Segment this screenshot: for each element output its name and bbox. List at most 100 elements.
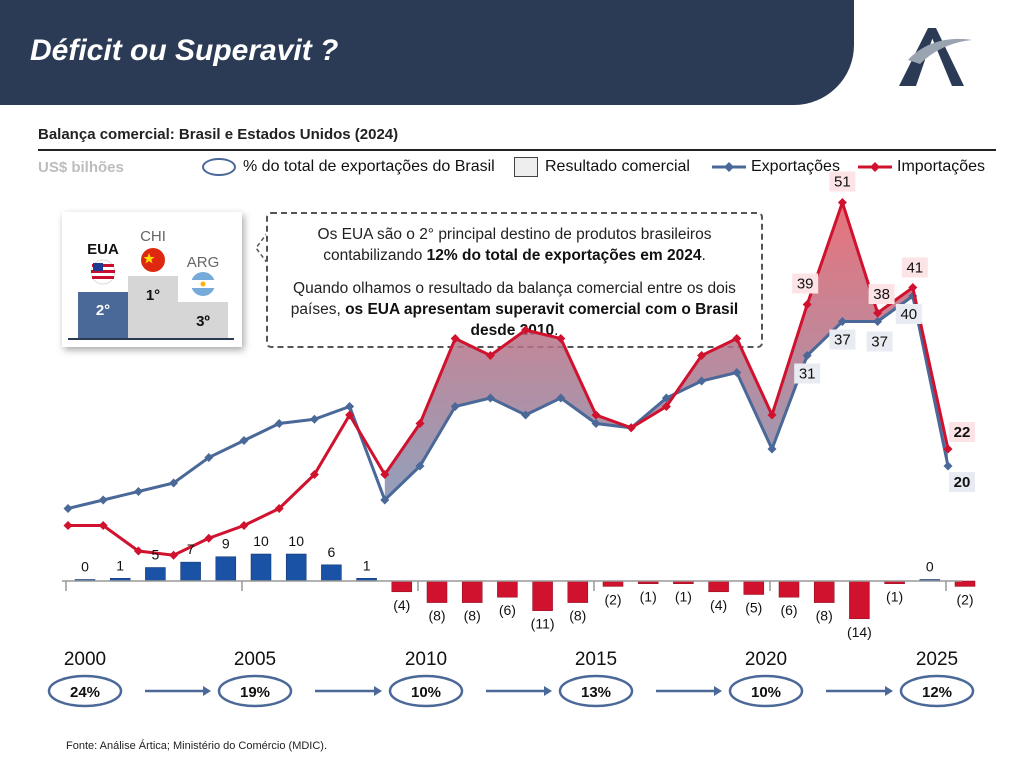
arrow-right-icon <box>714 686 722 696</box>
exports-label: 20 <box>954 474 971 491</box>
legend-exports: Exportações <box>712 156 840 178</box>
exports-point <box>450 402 460 411</box>
balance-label: 9 <box>222 536 230 552</box>
imports-point <box>98 521 108 530</box>
exports-point <box>274 419 284 428</box>
imports-label: 22 <box>954 424 971 441</box>
podium-chi-rank: 1° <box>146 287 160 304</box>
share-label: 24% <box>70 684 100 701</box>
balance-label: 1 <box>363 557 371 573</box>
share-ellipse <box>899 674 975 708</box>
exports-point <box>521 410 531 420</box>
imports-point <box>485 351 495 360</box>
share-ellipse <box>388 674 464 708</box>
x-tick-label: 2005 <box>234 649 276 670</box>
exports-point <box>133 487 143 496</box>
podium-arg <box>178 302 228 338</box>
insight-callout: Os EUA são o 2° principal destino de pro… <box>266 212 763 348</box>
balance-label: (4) <box>710 597 727 613</box>
share-ellipse <box>728 674 804 708</box>
exports-point <box>380 495 390 505</box>
legend-imports: Importações <box>858 156 985 178</box>
balance-bar <box>778 580 800 598</box>
exports-point <box>485 393 495 403</box>
exports-point <box>837 317 847 326</box>
x-tick-label: 2025 <box>916 649 958 670</box>
artica-logo-icon <box>899 28 972 86</box>
imports-label-bg <box>901 257 928 278</box>
arrow-right-icon <box>544 686 552 696</box>
callout-p2-end: . <box>554 322 559 339</box>
exports-label-bg <box>866 331 893 352</box>
callout-paragraph-1: Os EUA são o 2° principal destino de pro… <box>282 224 747 266</box>
x-tick-label: 2000 <box>64 649 106 670</box>
header-banner: Déficit ou Superavit ? <box>0 0 854 105</box>
exports-label: 31 <box>799 366 816 383</box>
balance-label: (1) <box>675 589 692 605</box>
balance-bar <box>426 580 448 603</box>
balance-bar <box>567 580 589 603</box>
legend-share-label: % do total de exportações do Brasil <box>243 158 495 175</box>
imports-point <box>380 470 390 479</box>
balance-label: (2) <box>604 591 621 607</box>
balance-bar <box>250 553 272 582</box>
x-tick-label: 2020 <box>745 649 787 670</box>
subtitle-divider <box>38 149 996 151</box>
balance-label: (6) <box>499 602 516 618</box>
balance-bar <box>180 561 201 582</box>
balance-bar <box>849 580 870 620</box>
imports-point <box>450 334 460 343</box>
imports-point <box>521 325 531 335</box>
share-ellipse <box>558 674 634 708</box>
callout-p1-text: Os EUA são o 2° principal destino de pro… <box>317 226 712 264</box>
balance-label: (11) <box>531 616 555 632</box>
balance-bar <box>321 564 342 582</box>
exports-point <box>556 393 566 403</box>
balance-label: (5) <box>745 600 762 616</box>
imports-point <box>697 351 707 360</box>
balance-bar <box>497 580 518 598</box>
balance-label: 0 <box>926 559 934 575</box>
balance-bar <box>954 580 976 587</box>
box-icon <box>514 157 538 177</box>
balance-label: 10 <box>253 533 269 549</box>
exports-point <box>943 461 953 471</box>
imports-label-bg <box>792 273 819 294</box>
exports-point <box>345 402 355 411</box>
balance-label: (8) <box>816 608 833 624</box>
exports-label: 37 <box>834 332 851 349</box>
imports-label: 41 <box>906 260 923 277</box>
unit-label: US$ bilhões <box>38 159 124 176</box>
imports-point <box>661 402 671 411</box>
podium-eua-label: EUA <box>87 241 119 258</box>
exports-point <box>802 351 812 360</box>
exports-point <box>767 444 777 454</box>
legend-result-label: Resultado comercial <box>545 158 690 175</box>
balance-bar <box>743 580 765 595</box>
balance-label: (4) <box>393 597 410 613</box>
balance-label: (8) <box>428 608 445 624</box>
legend-imports-label: Importações <box>897 158 986 175</box>
imports-point <box>767 410 777 420</box>
ellipse-icon <box>202 158 236 176</box>
exports-point <box>239 436 249 445</box>
podium-eua <box>78 292 128 338</box>
imports-point <box>943 444 953 454</box>
callout-p2-bold: os EUA apresentam superavit comercial co… <box>345 301 739 339</box>
share-label: 13% <box>581 684 611 701</box>
balance-label: (8) <box>464 608 481 624</box>
balance-label: (1) <box>886 589 903 605</box>
exports-point <box>415 461 425 471</box>
exports-point <box>732 368 742 377</box>
imports-point <box>415 419 425 428</box>
exports-point <box>98 495 108 505</box>
china-flag-icon <box>141 248 165 272</box>
podium-arg-rank: 3º <box>196 313 210 330</box>
balance-bar <box>285 553 307 582</box>
callout-paragraph-2: Quando olhamos o resultado da balança co… <box>282 278 747 341</box>
trade-gap-area <box>384 202 948 500</box>
podium-arg-label: ARG <box>187 254 220 271</box>
imports-point <box>133 546 143 556</box>
podium-chi-label: CHI <box>140 228 166 245</box>
